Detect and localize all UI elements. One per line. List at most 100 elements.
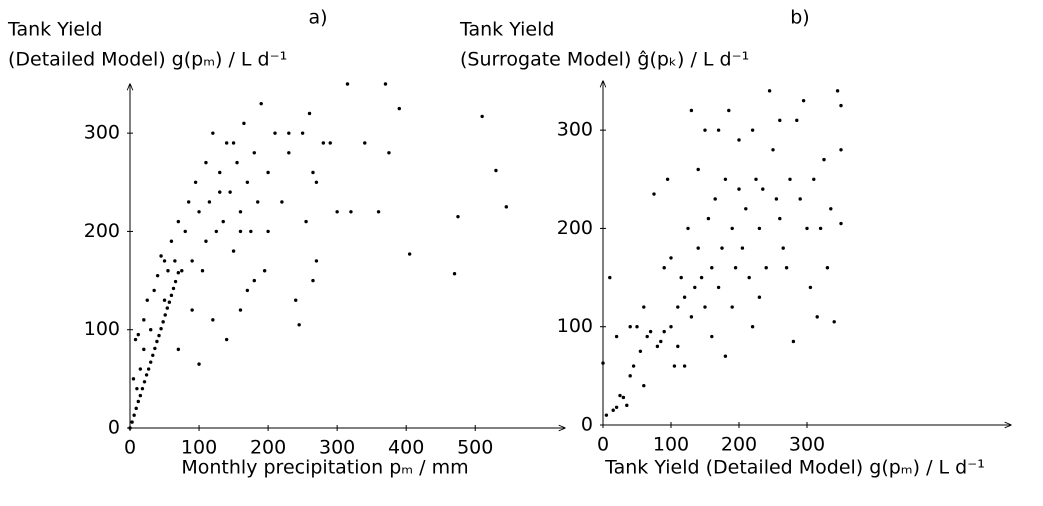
point: [200, 269, 205, 273]
point: [136, 399, 140, 404]
x-tick-label: 100: [181, 437, 217, 459]
point: [808, 285, 813, 290]
point: [314, 180, 319, 184]
point: [224, 337, 229, 342]
point: [162, 298, 167, 302]
point: [133, 337, 138, 342]
point: [730, 226, 734, 231]
point: [280, 200, 284, 204]
point: [601, 361, 605, 365]
point: [231, 141, 236, 145]
point: [135, 386, 139, 391]
point: [207, 200, 212, 204]
point: [383, 82, 388, 86]
point: [812, 177, 816, 181]
point: [815, 315, 819, 319]
point: [266, 170, 270, 175]
point: [716, 128, 721, 132]
point: [245, 180, 250, 184]
point: [153, 346, 157, 351]
point: [699, 275, 704, 280]
point: [273, 131, 277, 135]
point: [801, 98, 806, 103]
point: [669, 256, 673, 260]
point: [138, 393, 143, 398]
point: [638, 349, 643, 353]
point: [655, 344, 660, 349]
point: [218, 170, 222, 175]
point: [228, 190, 232, 194]
point: [235, 160, 239, 165]
point: [771, 148, 775, 152]
point: [750, 325, 755, 329]
point: [795, 118, 799, 123]
point: [190, 259, 194, 263]
point: [204, 239, 208, 243]
point: [128, 426, 132, 430]
point: [159, 254, 163, 258]
point: [750, 128, 755, 132]
point: [262, 269, 267, 273]
point: [197, 210, 201, 214]
point: [142, 380, 147, 384]
point: [686, 226, 690, 231]
point: [747, 275, 751, 280]
x-tick-label: 100: [653, 434, 689, 456]
point: [134, 406, 138, 411]
point: [151, 353, 155, 357]
point: [287, 151, 291, 155]
y-tick-label: 200: [557, 217, 593, 239]
point: [737, 138, 741, 142]
point: [130, 420, 134, 424]
point: [238, 308, 243, 312]
point: [720, 246, 724, 250]
x-tick-label: 0: [124, 437, 136, 459]
point: [145, 298, 149, 302]
point: [757, 226, 762, 231]
y-axis-label: (Surrogate Model) ĝ(pₖ) / L d⁻¹: [460, 49, 749, 71]
point: [242, 121, 246, 126]
point: [176, 219, 181, 224]
point: [252, 278, 256, 283]
point: [224, 141, 229, 145]
y-tick-label: 200: [84, 220, 120, 242]
point: [221, 219, 225, 224]
point: [676, 344, 680, 349]
point: [703, 305, 707, 309]
point: [238, 210, 243, 214]
point: [140, 386, 145, 391]
point: [218, 190, 222, 194]
x-tick-label: 300: [319, 437, 355, 459]
point: [689, 315, 694, 319]
point: [614, 334, 619, 339]
x-tick-label: 300: [789, 434, 825, 456]
point: [166, 269, 170, 273]
point: [662, 266, 666, 270]
point: [183, 229, 187, 234]
point: [159, 327, 163, 331]
point: [249, 229, 253, 234]
point: [132, 413, 136, 417]
point: [155, 273, 160, 278]
point: [757, 295, 762, 299]
point: [304, 219, 308, 224]
point: [642, 383, 646, 388]
x-tick-label: 200: [721, 434, 757, 456]
point: [733, 266, 738, 270]
y-axis-label: Tank Yield: [7, 19, 102, 41]
point: [131, 377, 136, 381]
point: [781, 246, 785, 250]
point: [387, 151, 391, 155]
point: [628, 374, 632, 378]
point: [176, 271, 181, 275]
point: [604, 413, 609, 417]
point: [696, 246, 700, 250]
point: [294, 298, 298, 302]
y-tick-label: 0: [108, 417, 120, 439]
annotation: b): [790, 7, 809, 29]
point: [611, 408, 615, 412]
point: [727, 108, 731, 113]
point: [452, 271, 457, 276]
y-tick-label: 300: [557, 119, 593, 141]
point: [631, 364, 636, 368]
